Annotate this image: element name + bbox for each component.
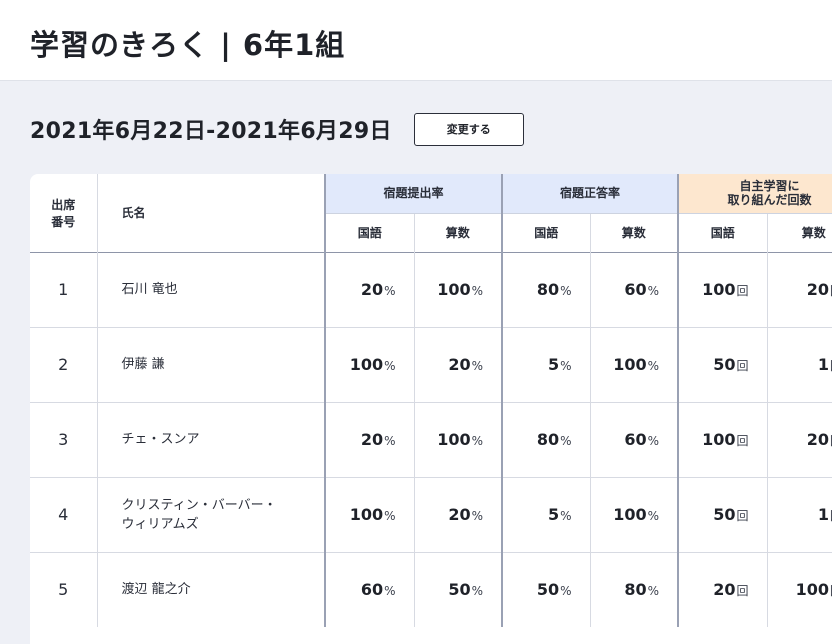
homework-submission-japanese: 100%: [324, 476, 414, 552]
homework-accuracy-japanese: 80%: [501, 251, 591, 327]
homework-submission-math: 100%: [413, 251, 503, 327]
attendance-number: 2: [30, 326, 97, 402]
self-study-math: 20回: [766, 251, 832, 327]
homework-accuracy-japanese: 5%: [501, 326, 591, 402]
subheader-math: 算数: [413, 212, 503, 252]
self-study-japanese: 50回: [677, 476, 768, 552]
student-name: 石川 竜也: [96, 251, 325, 327]
date-range-row: 2021年6月22日-2021年6月29日 変更する: [30, 112, 524, 146]
homework-submission-japanese: 60%: [324, 551, 414, 627]
homework-accuracy-japanese: 80%: [501, 401, 591, 477]
homework-submission-math: 50%: [413, 551, 503, 627]
self-study-math: 1回: [766, 476, 832, 552]
student-name: チェ・スンア: [96, 401, 325, 477]
table-row: 2 伊藤 謙 100% 20% 5% 100% 50回 1回: [30, 326, 832, 402]
subheader-math: 算数: [766, 212, 832, 252]
header-self-study-count: 自主学習に 取り組んだ回数: [677, 174, 832, 213]
homework-submission-math: 20%: [413, 326, 503, 402]
homework-accuracy-math: 60%: [589, 251, 679, 327]
homework-submission-math: 20%: [413, 476, 503, 552]
change-range-button[interactable]: 変更する: [413, 112, 524, 146]
date-range-label: 2021年6月22日-2021年6月29日: [30, 119, 392, 144]
student-name: クリスティン・バーバー・ ウィリアムズ: [96, 476, 325, 552]
header-student-name: 氏名: [96, 174, 325, 252]
student-name: 伊藤 謙: [96, 326, 325, 402]
page-title: 学習のきろく | 6年1組: [30, 28, 346, 62]
subheader-japanese: 国語: [324, 212, 414, 252]
app-header: 学習のきろく | 6年1組: [0, 0, 832, 81]
self-study-japanese: 100回: [677, 401, 768, 477]
attendance-number: 4: [30, 476, 97, 552]
records-table: 出席 番号 氏名 宿題提出率 宿題正答率 自主学習に 取り組んだ回数 国語 算数 国…: [30, 174, 832, 627]
student-name: 渡辺 龍之介: [96, 551, 325, 627]
homework-accuracy-japanese: 5%: [501, 476, 591, 552]
header-attendance-number: 出席 番号: [51, 197, 76, 229]
homework-accuracy-math: 80%: [589, 551, 679, 627]
homework-submission-japanese: 20%: [324, 251, 414, 327]
self-study-japanese: 100回: [677, 251, 768, 327]
subheader-math: 算数: [589, 212, 679, 252]
homework-submission-math: 100%: [413, 401, 503, 477]
self-study-japanese: 50回: [677, 326, 768, 402]
self-study-math: 100回: [766, 551, 832, 627]
homework-accuracy-japanese: 50%: [501, 551, 591, 627]
table-row: 5 渡辺 龍之介 60% 50% 50% 80% 20回 100回: [30, 551, 832, 627]
homework-submission-japanese: 100%: [324, 326, 414, 402]
subheader-japanese: 国語: [677, 212, 768, 252]
attendance-number: 3: [30, 401, 97, 477]
table-row: 3 チェ・スンア 20% 100% 80% 60% 100回 20回: [30, 401, 832, 477]
homework-accuracy-math: 100%: [589, 326, 679, 402]
header-homework-accuracy: 宿題正答率: [501, 174, 679, 213]
homework-accuracy-math: 100%: [589, 476, 679, 552]
self-study-math: 20回: [766, 401, 832, 477]
attendance-number: 1: [30, 251, 97, 327]
self-study-japanese: 20回: [677, 551, 768, 627]
homework-submission-japanese: 20%: [324, 401, 414, 477]
subheader-japanese: 国語: [501, 212, 591, 252]
attendance-number: 5: [30, 551, 97, 627]
table-row: 4 クリスティン・バーバー・ ウィリアムズ 100% 20% 5% 100% 50…: [30, 476, 832, 552]
homework-accuracy-math: 60%: [589, 401, 679, 477]
table-row: 1 石川 竜也 20% 100% 80% 60% 100回 20回: [30, 251, 832, 327]
header-homework-submission: 宿題提出率: [323, 174, 503, 213]
self-study-math: 1回: [766, 326, 832, 402]
records-table-card: 出席 番号 氏名 宿題提出率 宿題正答率 自主学習に 取り組んだ回数 国語 算数 国…: [30, 174, 832, 644]
